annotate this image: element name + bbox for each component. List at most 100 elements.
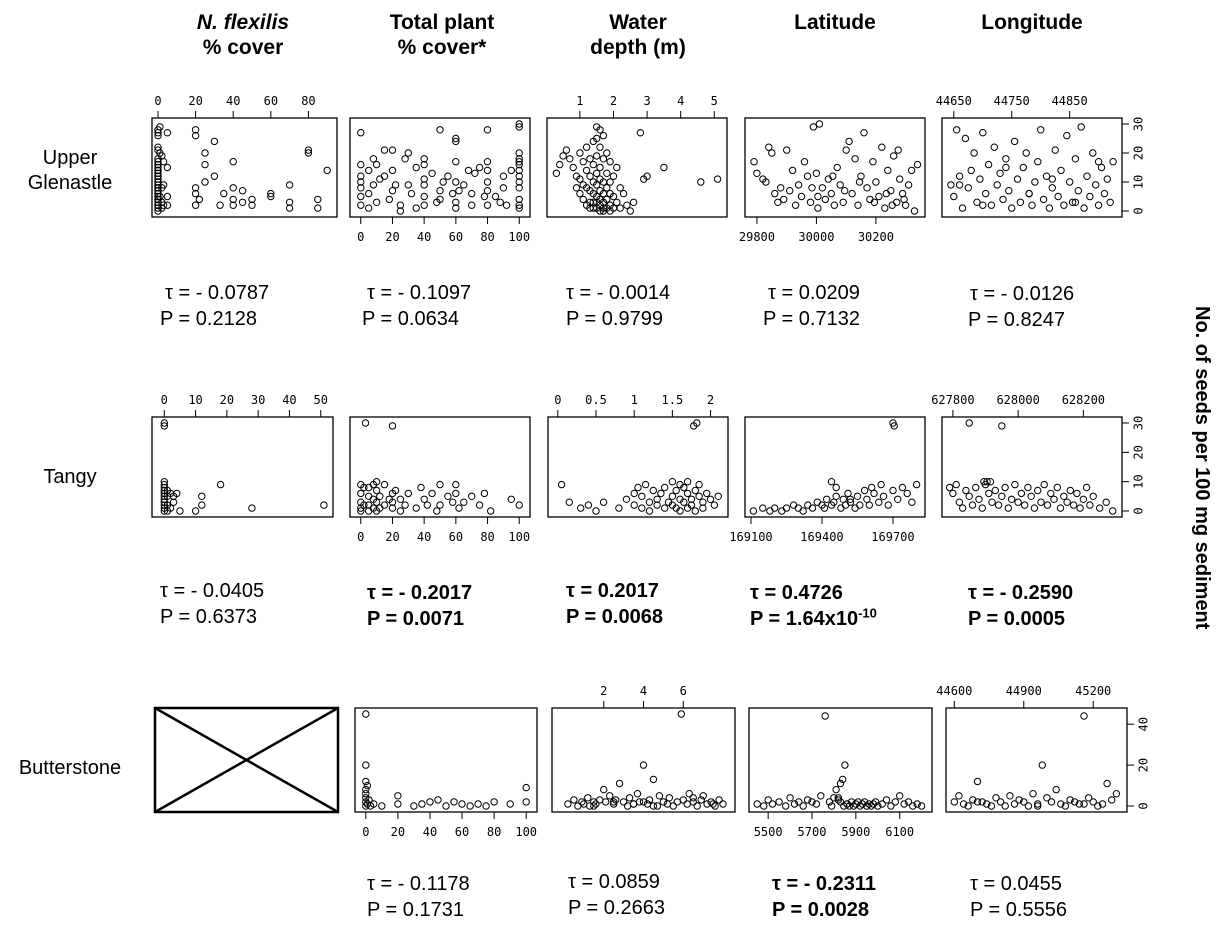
data-point-r2c4-28 [865, 501, 873, 509]
data-point-r1c3-69 [619, 189, 628, 198]
y-tick-label-r3c5-40: 40 [1137, 717, 1151, 731]
data-point-r1c5-47 [1083, 172, 1091, 180]
data-point-r1c2-13 [372, 198, 381, 207]
data-point-r1c2-77 [515, 172, 523, 180]
panel-frame-r3c3 [551, 707, 736, 813]
data-point-r2c5-50 [986, 478, 995, 486]
data-point-r1c3-37 [596, 126, 604, 134]
stat-tau-r2c2: τ = - 0.2017 [367, 582, 473, 604]
x-tick-label-r2c3-2: 2 [707, 393, 714, 407]
data-point-r2c2-7 [361, 419, 370, 427]
data-point-r1c1-69 [285, 181, 294, 189]
data-point-r1c4-56 [808, 184, 816, 192]
data-point-r2c5-13 [988, 498, 996, 506]
data-point-r3c5-38 [1080, 800, 1088, 808]
data-point-r1c4-33 [848, 189, 856, 198]
panel-frame-r2c4 [744, 416, 926, 518]
data-point-r1c4-3 [762, 178, 770, 186]
data-point-r1c1-22 [154, 204, 162, 212]
data-point-r2c2-15 [372, 478, 381, 486]
data-point-r1c5-17 [996, 169, 1004, 178]
data-point-r1c1-58 [220, 189, 228, 198]
data-point-r2c3-5 [599, 498, 608, 506]
panel-frame-r3c4 [748, 707, 933, 813]
panel-frame-r3c2 [354, 707, 538, 813]
data-point-r2c5-30 [1043, 501, 1052, 509]
panel-frame-r3c1 [153, 706, 340, 814]
data-point-r2c2-27 [388, 504, 397, 512]
data-point-r3c5-7 [983, 800, 991, 808]
data-point-r3c3-34 [679, 796, 687, 804]
data-point-r3c3-17 [623, 802, 632, 810]
data-point-r1c3-57 [606, 158, 614, 166]
data-point-r1c4-4 [765, 143, 773, 151]
data-point-r3c4-32 [863, 802, 871, 810]
data-point-r2c3-11 [638, 492, 646, 500]
x-tick-label-r2c3-0: 0 [554, 393, 561, 407]
x-tick-label-r2c1-0: 0 [161, 393, 168, 407]
x-tick-label-r3c5-44600: 44600 [936, 684, 972, 698]
data-point-r3c2-14 [394, 792, 402, 800]
data-point-r1c2-70 [515, 120, 523, 128]
data-point-r1c1-49 [191, 189, 200, 198]
data-point-r1c1-47 [191, 131, 200, 140]
data-point-r1c5-24 [1016, 198, 1025, 207]
data-point-r3c5-8 [987, 802, 996, 810]
data-point-r2c4-10 [808, 504, 817, 512]
data-point-r1c3-65 [613, 163, 621, 172]
data-point-r1c4-44 [881, 204, 889, 212]
data-point-r2c3-43 [699, 504, 707, 512]
data-point-r2c4-20 [841, 501, 850, 509]
data-point-r1c5-53 [1100, 189, 1109, 198]
data-point-r1c2-73 [515, 155, 523, 163]
data-point-r1c2-10 [369, 155, 378, 163]
data-point-r3c3-49 [610, 798, 618, 806]
data-point-r2c1-23 [191, 507, 200, 515]
data-point-r1c3-39 [596, 163, 604, 172]
data-point-r1c2-78 [515, 178, 523, 186]
data-point-r2c2-41 [444, 492, 452, 500]
data-point-r3c3-37 [689, 798, 697, 806]
data-point-r2c5-49 [983, 478, 991, 486]
data-point-r3c3-20 [633, 790, 642, 798]
data-point-r1c5-19 [1002, 155, 1010, 163]
data-point-r1c4-10 [783, 146, 791, 154]
data-point-r1c1-48 [191, 184, 200, 192]
data-point-r2c2-5 [360, 483, 368, 492]
data-point-r3c2-23 [466, 802, 474, 810]
data-point-r2c3-16 [649, 486, 657, 495]
data-point-r1c5-50 [1092, 181, 1100, 189]
data-point-r1c2-9 [365, 204, 373, 212]
data-point-r1c3-75 [643, 172, 651, 180]
data-point-r1c2-79 [515, 184, 523, 192]
data-point-r3c3-31 [669, 802, 677, 810]
data-point-r3c4-11 [808, 798, 816, 806]
data-point-r1c2-41 [439, 178, 447, 186]
data-point-r2c3-33 [683, 489, 692, 498]
data-point-r2c1-21 [173, 489, 181, 498]
data-point-r1c4-38 [863, 184, 871, 192]
row-label-butterstone: Butterstone [18, 757, 122, 779]
data-point-r3c3-50 [590, 802, 598, 810]
data-point-r2c3-45 [706, 495, 715, 503]
data-point-r1c2-26 [404, 181, 412, 189]
col-header-total-plant-title: Total plant [389, 11, 495, 34]
data-point-r1c4-47 [890, 152, 898, 160]
data-point-r3c5-10 [996, 798, 1005, 806]
data-point-r2c4-43 [827, 478, 836, 486]
data-point-r2c4-13 [820, 504, 829, 512]
data-point-r2c2-44 [452, 489, 460, 498]
data-point-r1c5-38 [1057, 166, 1065, 175]
x-tick-label-r1c2-20: 20 [385, 230, 399, 244]
data-point-r1c4-49 [896, 175, 904, 183]
data-point-r2c1-1 [160, 422, 169, 430]
data-point-r3c4-10 [803, 796, 812, 804]
data-point-r2c3-10 [634, 483, 642, 492]
data-point-r1c2-4 [357, 184, 365, 192]
data-point-r1c2-45 [452, 137, 460, 146]
data-point-r1c2-71 [515, 123, 523, 131]
data-point-r2c3-46 [710, 501, 719, 509]
data-point-r1c4-45 [884, 166, 892, 175]
data-point-r2c1-2 [160, 478, 169, 486]
data-point-r2c4-36 [894, 495, 902, 503]
